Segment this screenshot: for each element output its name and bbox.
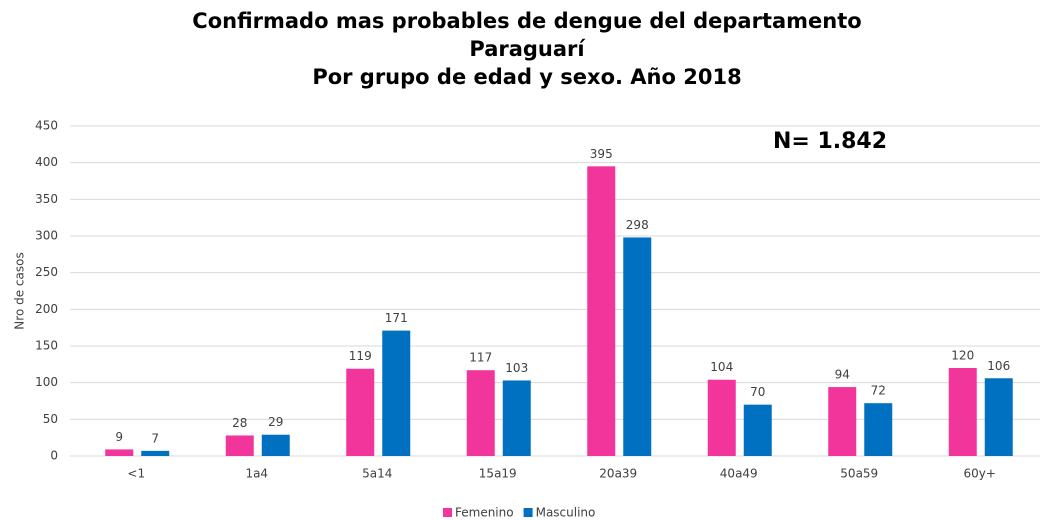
bar xyxy=(141,450,170,456)
legend-label: Masculino xyxy=(536,506,596,520)
data-label: 106 xyxy=(987,359,1010,373)
y-tick-label: 400 xyxy=(35,155,58,169)
y-tick-label: 350 xyxy=(35,192,58,206)
bar xyxy=(382,330,411,456)
y-tick-label: 0 xyxy=(50,449,58,463)
bar xyxy=(707,379,736,456)
y-tick-label: 150 xyxy=(35,339,58,353)
y-tick-label: 100 xyxy=(35,375,58,389)
bar xyxy=(948,368,977,456)
bar xyxy=(261,434,290,456)
bar xyxy=(623,237,652,456)
legend-swatch xyxy=(443,508,452,517)
data-label: 29 xyxy=(268,415,283,429)
bar xyxy=(828,387,857,456)
data-label: 103 xyxy=(505,361,528,375)
legend-label: Femenino xyxy=(455,506,514,520)
x-tick-label: 5a14 xyxy=(362,467,392,481)
data-label: 117 xyxy=(469,351,492,365)
data-label: 94 xyxy=(835,368,850,382)
legend-swatch xyxy=(523,508,533,517)
bar xyxy=(984,378,1013,456)
x-tick-label: 60y+ xyxy=(964,467,996,481)
data-label: 171 xyxy=(385,311,408,325)
bar xyxy=(105,449,134,456)
data-label: 9 xyxy=(115,430,123,444)
data-label: 72 xyxy=(871,384,886,398)
y-tick-label: 300 xyxy=(35,229,58,243)
y-tick-label: 50 xyxy=(43,412,58,426)
bar xyxy=(743,404,772,456)
chart-title: Paraguarí xyxy=(469,37,586,61)
data-label: 28 xyxy=(232,416,247,430)
x-tick-label: 20a39 xyxy=(599,467,637,481)
x-tick-label: 1a4 xyxy=(245,467,268,481)
chart-title: Confirmado mas probables de dengue del d… xyxy=(192,9,861,33)
y-axis-label: Nro de casos xyxy=(13,252,27,329)
bar xyxy=(466,370,495,456)
bar xyxy=(225,435,254,456)
chart-title: Por grupo de edad y sexo. Año 2018 xyxy=(312,65,741,89)
data-label: 7 xyxy=(151,431,159,445)
data-label: 298 xyxy=(626,218,649,232)
data-label: 70 xyxy=(750,385,765,399)
y-tick-label: 200 xyxy=(35,302,58,316)
data-label: 395 xyxy=(590,147,613,161)
bar xyxy=(502,380,531,456)
x-tick-label: 40a49 xyxy=(720,467,758,481)
y-tick-label: 250 xyxy=(35,265,58,279)
annotation: N= 1.842 xyxy=(773,129,887,154)
x-tick-label: <1 xyxy=(127,467,145,481)
x-tick-label: 50a59 xyxy=(840,467,878,481)
data-label: 119 xyxy=(349,349,372,363)
bar xyxy=(346,368,375,456)
x-tick-label: 15a19 xyxy=(479,467,517,481)
data-label: 120 xyxy=(951,349,974,363)
y-tick-label: 450 xyxy=(35,119,58,133)
bar xyxy=(864,403,893,456)
data-label: 104 xyxy=(710,360,733,374)
bar xyxy=(587,166,616,457)
